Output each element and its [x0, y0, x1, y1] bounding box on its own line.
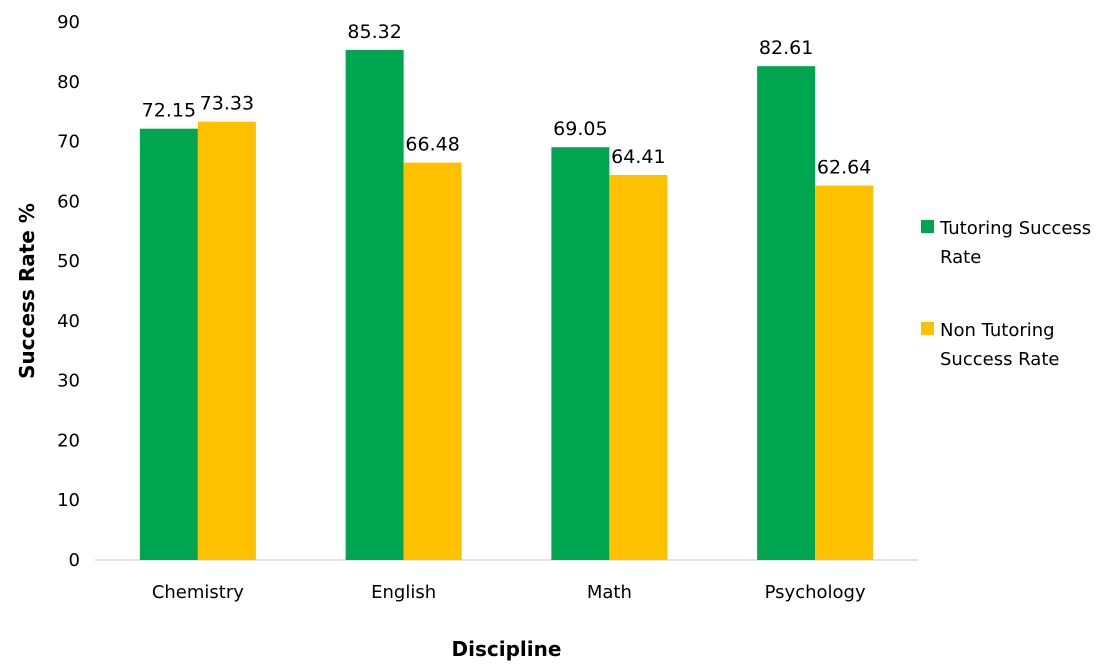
y-axis-title: Success Rate %: [15, 203, 39, 379]
data-label: 82.61: [759, 37, 813, 59]
y-tick-label: 60: [57, 191, 80, 212]
x-tick-label: Math: [587, 582, 632, 603]
legend: Tutoring Success Rate Non Tutoring Success …: [921, 218, 1091, 370]
legend-label: Non Tutoring Success Rate: [940, 320, 1059, 370]
x-axis-title: Discipline: [452, 637, 562, 661]
data-label: 73.33: [200, 93, 254, 115]
y-tick-label: 40: [57, 311, 80, 332]
bar-tutoring-chemistry: [139, 128, 198, 560]
y-tick-label: 10: [57, 490, 80, 511]
data-label: 66.48: [405, 134, 459, 156]
legend-label-line: Non Tutoring: [940, 320, 1055, 341]
y-tick-label: 50: [57, 251, 80, 272]
bar-non-tutoring-english: [403, 162, 462, 560]
legend-label: Tutoring Success Rate: [939, 218, 1091, 268]
x-axis-category-labels: Chemistry English Math Psychology: [152, 582, 866, 603]
y-tick-label: 0: [69, 550, 80, 571]
y-tick-label: 30: [57, 371, 80, 392]
data-label: 69.05: [553, 118, 607, 140]
legend-swatch: [921, 322, 934, 335]
data-label: 64.41: [611, 146, 665, 168]
bars: [139, 49, 874, 561]
y-tick-label: 20: [57, 430, 80, 451]
bar-non-tutoring-chemistry: [197, 121, 256, 560]
y-tick-label: 90: [57, 12, 80, 33]
y-tick-label: 80: [57, 72, 80, 93]
y-axis-ticks: 0 10 20 30 40 50 60 70 80 90: [57, 12, 80, 571]
bar-tutoring-english: [345, 49, 404, 560]
x-tick-label: Chemistry: [152, 582, 244, 603]
data-label: 72.15: [142, 100, 196, 122]
legend-label-line: Tutoring Success: [939, 218, 1091, 239]
data-label: 85.32: [347, 21, 401, 43]
x-tick-label: Psychology: [765, 582, 866, 603]
y-tick-label: 70: [57, 132, 80, 153]
legend-swatch: [921, 220, 934, 233]
bar-non-tutoring-psychology: [815, 185, 874, 560]
data-label: 62.64: [817, 157, 871, 179]
bar-tutoring-psychology: [757, 66, 816, 560]
bar-tutoring-math: [551, 147, 610, 561]
bar-non-tutoring-math: [609, 174, 668, 561]
legend-label-line: Success Rate: [940, 349, 1059, 370]
legend-label-line: Rate: [940, 247, 981, 268]
x-tick-label: English: [371, 582, 436, 603]
